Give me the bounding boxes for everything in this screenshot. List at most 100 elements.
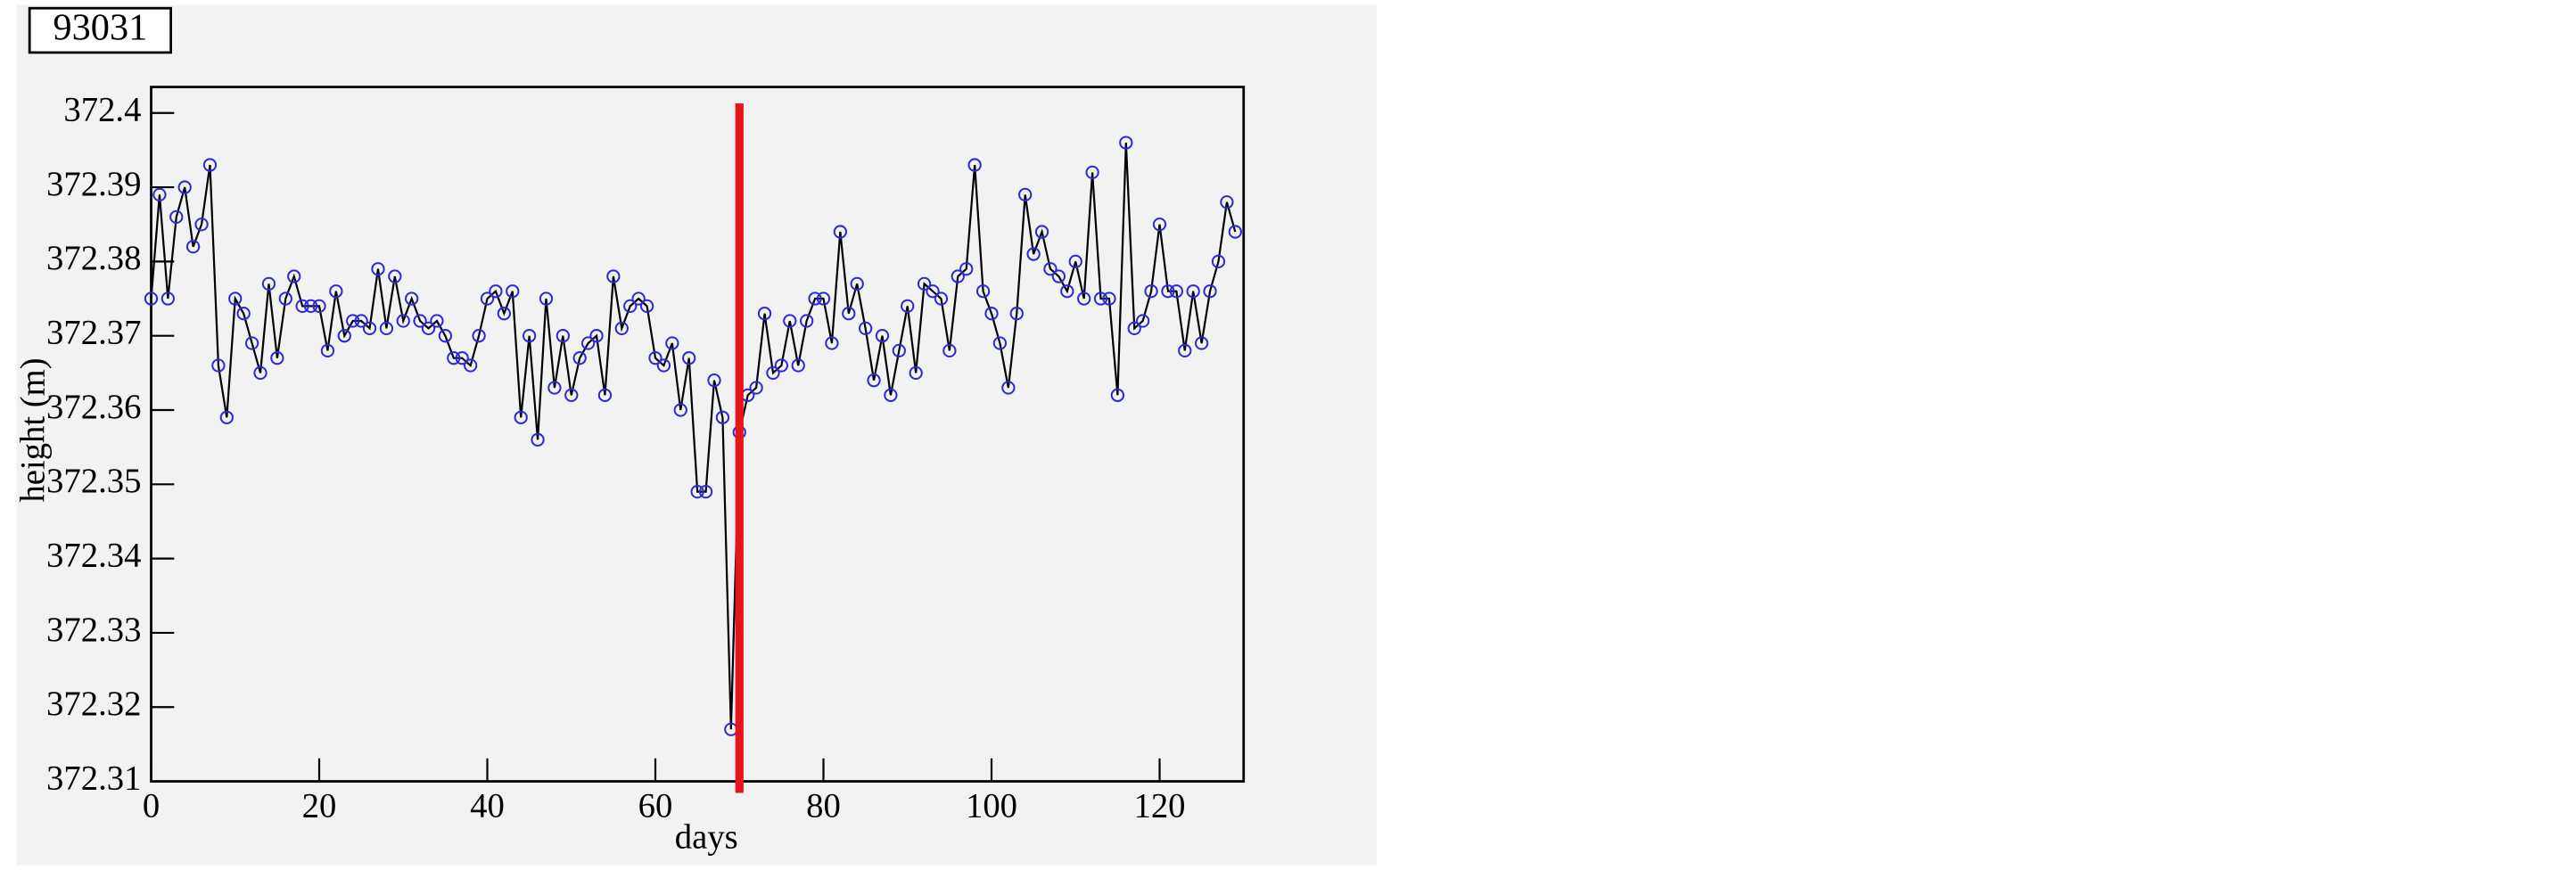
data-point	[808, 291, 822, 306]
data-point	[951, 269, 965, 283]
data-point	[287, 269, 301, 283]
data-point	[1043, 262, 1058, 276]
data-point	[354, 314, 368, 328]
data-point	[177, 180, 192, 194]
data-point	[194, 218, 209, 232]
data-point	[967, 158, 982, 172]
data-point	[303, 299, 318, 314]
data-point	[1228, 225, 1242, 239]
y-tick-label: 372.35	[46, 463, 141, 500]
data-point	[1060, 284, 1074, 299]
data-point	[531, 432, 545, 447]
y-tick-label: 372.37	[46, 315, 141, 352]
data-point	[514, 410, 528, 424]
data-point	[842, 307, 856, 321]
data-point	[421, 321, 436, 336]
data-point	[547, 381, 562, 395]
data-point	[1093, 291, 1108, 306]
data-point	[833, 225, 848, 239]
data-point	[690, 485, 704, 499]
data-point	[766, 365, 780, 380]
data-point	[1203, 284, 1217, 299]
data-point	[278, 291, 292, 306]
data-point	[185, 240, 201, 254]
data-point	[606, 269, 621, 283]
data-point	[455, 351, 469, 365]
data-point	[1186, 284, 1200, 299]
data-point	[875, 329, 890, 343]
data-point	[539, 291, 554, 306]
data-point	[244, 336, 259, 350]
data-point	[236, 307, 251, 321]
data-point	[522, 329, 537, 343]
data-point	[715, 410, 730, 424]
data-point	[774, 358, 789, 373]
data-point	[1161, 284, 1175, 299]
data-point	[1194, 336, 1209, 350]
y-tick-label: 372.32	[46, 685, 141, 723]
data-point	[295, 299, 309, 314]
data-point	[942, 343, 957, 357]
data-point	[682, 351, 696, 365]
data-point	[901, 299, 915, 314]
data-point	[1068, 254, 1082, 269]
data-point	[1051, 269, 1066, 283]
y-tick-label: 372.38	[46, 240, 141, 277]
data-point	[984, 307, 999, 321]
data-point	[144, 291, 159, 306]
y-tick-label: 372.36	[46, 389, 141, 426]
data-point	[631, 291, 646, 306]
title-box	[28, 6, 172, 54]
data-point	[379, 321, 394, 336]
data-point	[405, 291, 419, 306]
data-point	[580, 336, 596, 350]
data-point	[362, 321, 377, 336]
data-point	[673, 403, 687, 417]
data-point	[346, 314, 360, 328]
data-point	[867, 373, 881, 388]
data-point	[926, 284, 940, 299]
y-tick-label: 372.39	[46, 166, 141, 203]
data-point	[556, 329, 570, 343]
data-point	[430, 314, 444, 328]
data-point	[1152, 218, 1167, 232]
data-point	[639, 299, 654, 314]
data-point	[975, 284, 991, 299]
x-tick-label: 40	[470, 788, 505, 825]
data-point	[1085, 165, 1099, 180]
data-point	[917, 276, 932, 291]
data-point	[791, 358, 805, 373]
data-point	[261, 276, 276, 291]
plot-frame	[150, 86, 1246, 783]
data-point	[472, 329, 486, 343]
data-point	[438, 329, 453, 343]
data-point	[219, 410, 234, 424]
data-point	[1102, 291, 1116, 306]
data-point	[202, 158, 218, 172]
data-point	[160, 291, 176, 306]
x-axis-label: days	[675, 819, 738, 857]
y-axis-label: height (m)	[14, 357, 52, 502]
chart-title: 93031	[53, 7, 147, 49]
x-tick-label: 120	[1133, 788, 1185, 825]
data-point	[783, 314, 797, 328]
data-point	[623, 299, 638, 314]
y-tick-label: 372.34	[46, 538, 141, 575]
data-point	[329, 284, 343, 299]
data-point	[371, 262, 385, 276]
data-point	[1136, 314, 1150, 328]
data-point	[1220, 195, 1234, 209]
data-point	[707, 373, 721, 388]
data-point	[489, 284, 503, 299]
data-point	[320, 343, 335, 357]
data-point	[270, 351, 284, 365]
data-point	[858, 321, 873, 336]
data-point	[1009, 307, 1024, 321]
data-point	[656, 358, 671, 373]
data-point	[892, 343, 906, 357]
data-point	[337, 329, 351, 343]
data-point	[211, 358, 226, 373]
data-point	[597, 388, 613, 402]
x-tick-label: 80	[806, 788, 841, 825]
data-point	[480, 291, 495, 306]
